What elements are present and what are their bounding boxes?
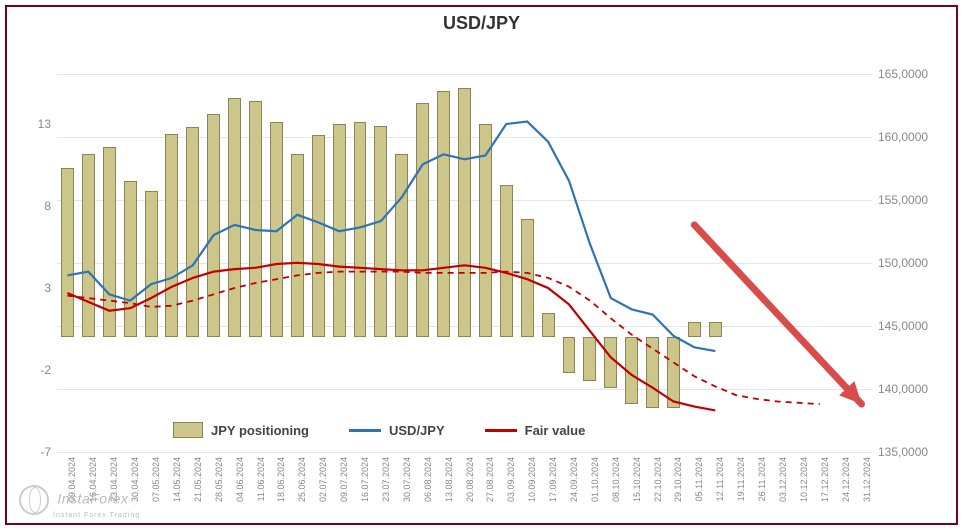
y-right-tick: 155,0000 bbox=[872, 193, 928, 207]
x-tick-label: 21.05.2024 bbox=[193, 457, 203, 502]
legend-swatch-bar bbox=[173, 422, 203, 438]
x-tick-label: 04.06.2024 bbox=[235, 457, 245, 502]
logo-text: InstaForex bbox=[57, 491, 128, 507]
x-axis-labels: 09.04.202416.04.202423.04.202430.04.2024… bbox=[57, 453, 872, 523]
x-tick-label: 26.11.2024 bbox=[757, 457, 767, 501]
x-tick-label: 20.08.2024 bbox=[465, 457, 475, 502]
x-tick-label: 24.12.2024 bbox=[841, 457, 851, 502]
legend-label-fair: Fair value bbox=[525, 423, 586, 438]
x-tick-label: 12.11.2024 bbox=[715, 457, 725, 501]
x-tick-label: 15.10.2024 bbox=[632, 457, 642, 502]
legend-swatch-fair bbox=[485, 429, 517, 432]
x-tick-label: 25.06.2024 bbox=[297, 457, 307, 502]
watermark-logo: InstaForex Instant Forex Trading bbox=[19, 485, 140, 519]
x-tick-label: 17.09.2024 bbox=[548, 457, 558, 502]
y-right-tick: 160,0000 bbox=[872, 130, 928, 144]
y-right-tick: 150,0000 bbox=[872, 256, 928, 270]
globe-icon bbox=[19, 485, 49, 515]
x-tick-label: 10.09.2024 bbox=[527, 457, 537, 502]
x-tick-label: 10.12.2024 bbox=[799, 457, 809, 502]
x-tick-label: 14.05.2024 bbox=[172, 457, 182, 502]
legend-item-usdjpy: USD/JPY bbox=[349, 423, 445, 438]
x-tick-label: 07.05.2024 bbox=[151, 457, 161, 502]
x-tick-label: 31.12.2024 bbox=[862, 457, 872, 502]
y-left-tick: -2 bbox=[40, 363, 57, 377]
x-tick-label: 28.05.2024 bbox=[214, 457, 224, 502]
x-tick-label: 03.12.2024 bbox=[778, 457, 788, 502]
x-tick-label: 09.07.2024 bbox=[339, 457, 349, 502]
x-tick-label: 29.10.2024 bbox=[673, 457, 683, 502]
y-left-tick: -7 bbox=[40, 445, 57, 459]
x-tick-label: 19.11.2024 bbox=[736, 457, 746, 501]
x-tick-label: 17.12.2024 bbox=[820, 457, 830, 502]
x-tick-label: 27.08.2024 bbox=[485, 457, 495, 502]
y-right-tick: 145,0000 bbox=[872, 319, 928, 333]
legend-label-usdjpy: USD/JPY bbox=[389, 423, 445, 438]
x-tick-label: 05.11.2024 bbox=[694, 457, 704, 501]
y-left-tick: 8 bbox=[44, 199, 57, 213]
x-tick-label: 02.07.2024 bbox=[318, 457, 328, 502]
x-tick-label: 13.08.2024 bbox=[444, 457, 454, 502]
x-tick-label: 11.06.2024 bbox=[256, 457, 266, 501]
y-left-tick: 13 bbox=[38, 117, 57, 131]
legend-item-bars: JPY positioning bbox=[173, 422, 309, 438]
x-tick-label: 08.10.2024 bbox=[611, 457, 621, 502]
x-tick-label: 03.09.2024 bbox=[506, 457, 516, 502]
logo-subtext: Instant Forex Trading bbox=[53, 512, 140, 519]
plot-area: 135,0000140,0000145,0000150,0000155,0000… bbox=[57, 42, 872, 452]
y-right-tick: 165,0000 bbox=[872, 67, 928, 81]
x-tick-label: 01.10.2024 bbox=[590, 457, 600, 502]
x-tick-label: 06.08.2024 bbox=[423, 457, 433, 502]
y-right-tick: 135,0000 bbox=[872, 445, 928, 459]
legend: JPY positioning USD/JPY Fair value bbox=[167, 420, 591, 440]
x-tick-label: 18.06.2024 bbox=[276, 457, 286, 502]
x-tick-label: 16.07.2024 bbox=[360, 457, 370, 502]
x-tick-label: 22.10.2024 bbox=[653, 457, 663, 502]
legend-item-fair: Fair value bbox=[485, 423, 586, 438]
legend-label-bars: JPY positioning bbox=[211, 423, 309, 438]
x-tick-label: 23.07.2024 bbox=[381, 457, 391, 502]
chart-frame: USD/JPY 135,0000140,0000145,0000150,0000… bbox=[5, 5, 958, 525]
x-tick-label: 24.09.2024 bbox=[569, 457, 579, 502]
chart-title: USD/JPY bbox=[7, 13, 956, 34]
legend-swatch-usdjpy bbox=[349, 429, 381, 432]
trend-arrow bbox=[57, 42, 872, 452]
y-left-tick: 3 bbox=[44, 281, 57, 295]
x-tick-label: 30.07.2024 bbox=[402, 457, 412, 502]
y-right-tick: 140,0000 bbox=[872, 382, 928, 396]
